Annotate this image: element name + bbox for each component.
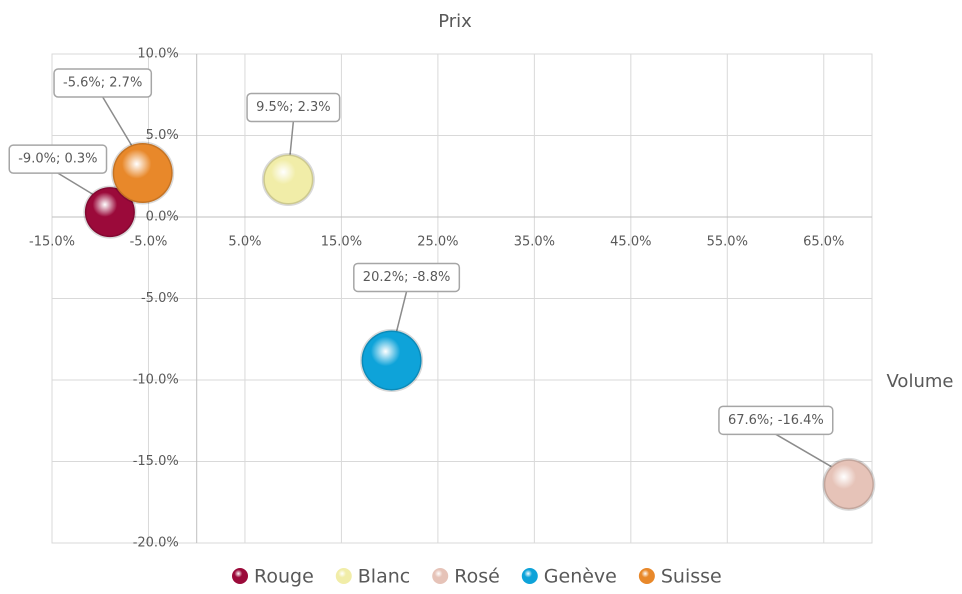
bubble-shade <box>261 153 315 207</box>
data-label: 67.6%; -16.4% <box>728 413 824 428</box>
x-tick-label: 5.0% <box>228 235 261 250</box>
data-label-box <box>718 405 834 436</box>
x-tick-label: 15.0% <box>321 235 362 250</box>
legend-marker <box>521 568 538 584</box>
x-tick-label: -5.0% <box>130 235 168 250</box>
data-label-box <box>53 68 153 98</box>
bubble <box>112 142 173 203</box>
bubble-shade <box>83 185 137 239</box>
legend-label: Genève <box>544 566 617 588</box>
chart-title: Prix <box>438 11 472 32</box>
bubble-shade <box>822 457 876 511</box>
legend-marker <box>232 568 248 584</box>
y-tick-label: -15.0% <box>133 454 179 469</box>
x-tick-label: 25.0% <box>417 235 458 250</box>
data-label-box <box>8 144 108 174</box>
y-tick-label: 5.0% <box>146 128 179 143</box>
data-label: 9.5%; 2.3% <box>256 100 331 115</box>
legend-label: Blanc <box>358 566 410 588</box>
bubble <box>84 187 135 238</box>
legend-label: Suisse <box>661 566 722 588</box>
legend-label: Rosé <box>454 566 500 588</box>
data-label: -9.0%; 0.3% <box>18 152 97 167</box>
y-tick-label: -10.0% <box>133 373 179 388</box>
x-tick-label: -15.0% <box>29 235 75 250</box>
data-label-box <box>353 262 461 293</box>
y-tick-label: 0.0% <box>146 210 179 225</box>
y-tick-label: 10.0% <box>137 47 178 62</box>
bubble-shade <box>360 328 424 392</box>
legend-marker <box>638 568 655 584</box>
x-tick-label: 55.0% <box>707 235 748 250</box>
data-label-box <box>246 92 341 123</box>
y-tick-label: -5.0% <box>141 291 179 306</box>
bubble <box>263 154 314 205</box>
x-tick-label: 45.0% <box>610 235 651 250</box>
y-tick-label: -20.0% <box>133 536 179 551</box>
data-label: -5.6%; 2.7% <box>63 75 142 90</box>
bubble-shade <box>111 141 175 205</box>
bubble <box>823 459 874 510</box>
legend-label: Rouge <box>254 566 314 588</box>
legend-marker <box>335 568 352 584</box>
x-tick-label: 35.0% <box>514 235 555 250</box>
data-label: 20.2%; -8.8% <box>363 270 451 285</box>
x-tick-label: 65.0% <box>803 235 844 250</box>
x-axis-title: Volume <box>887 371 954 392</box>
legend-marker <box>432 568 449 584</box>
bubble <box>361 330 422 391</box>
